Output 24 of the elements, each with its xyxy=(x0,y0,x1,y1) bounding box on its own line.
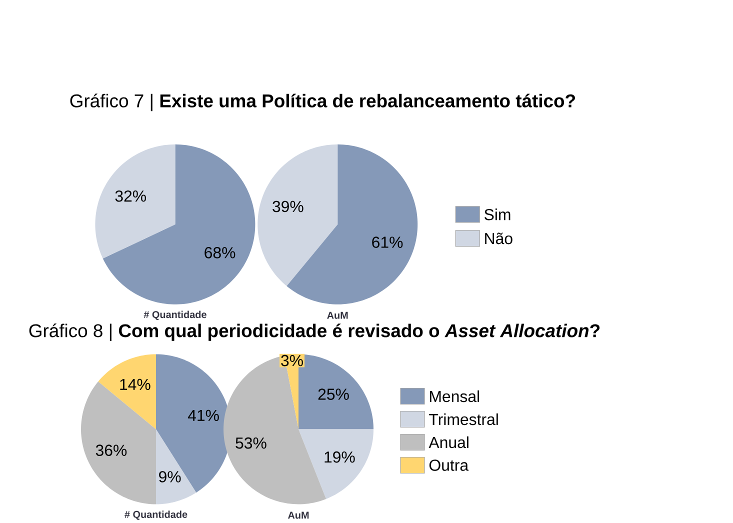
text: AuM xyxy=(327,312,348,319)
text: Gráfico 7 | Existe uma Política de rebalanceamento tático? xyxy=(70,94,575,112)
data-label: 14% xyxy=(120,378,150,390)
data-label: 25% xyxy=(318,388,349,400)
chart-title: Gráfico 8 | Com qual periodicidade é revisado o Asset Allocation? xyxy=(29,323,600,341)
legend-label: Mensal xyxy=(430,390,480,402)
text: # Quantidade xyxy=(144,310,206,320)
data-label: 61% xyxy=(372,236,403,248)
legend-label: Outra xyxy=(429,460,469,471)
legend-label: Anual xyxy=(428,436,468,448)
data-label: 3% xyxy=(281,354,303,366)
data-label: 41% xyxy=(188,410,219,421)
data-label: 53% xyxy=(236,437,266,449)
data-label: 19% xyxy=(324,451,355,463)
text: AuM xyxy=(288,512,309,519)
data-label: 68% xyxy=(204,246,236,258)
legend-label: Trimestral xyxy=(429,413,498,426)
legend-label: Não xyxy=(485,232,512,244)
data-label: 36% xyxy=(96,444,127,456)
data-label: 32% xyxy=(115,190,146,202)
legend-label: Sim xyxy=(484,208,510,220)
text: # Quantidade xyxy=(124,510,188,520)
data-label: 9% xyxy=(159,471,181,482)
data-label: 39% xyxy=(272,200,304,212)
